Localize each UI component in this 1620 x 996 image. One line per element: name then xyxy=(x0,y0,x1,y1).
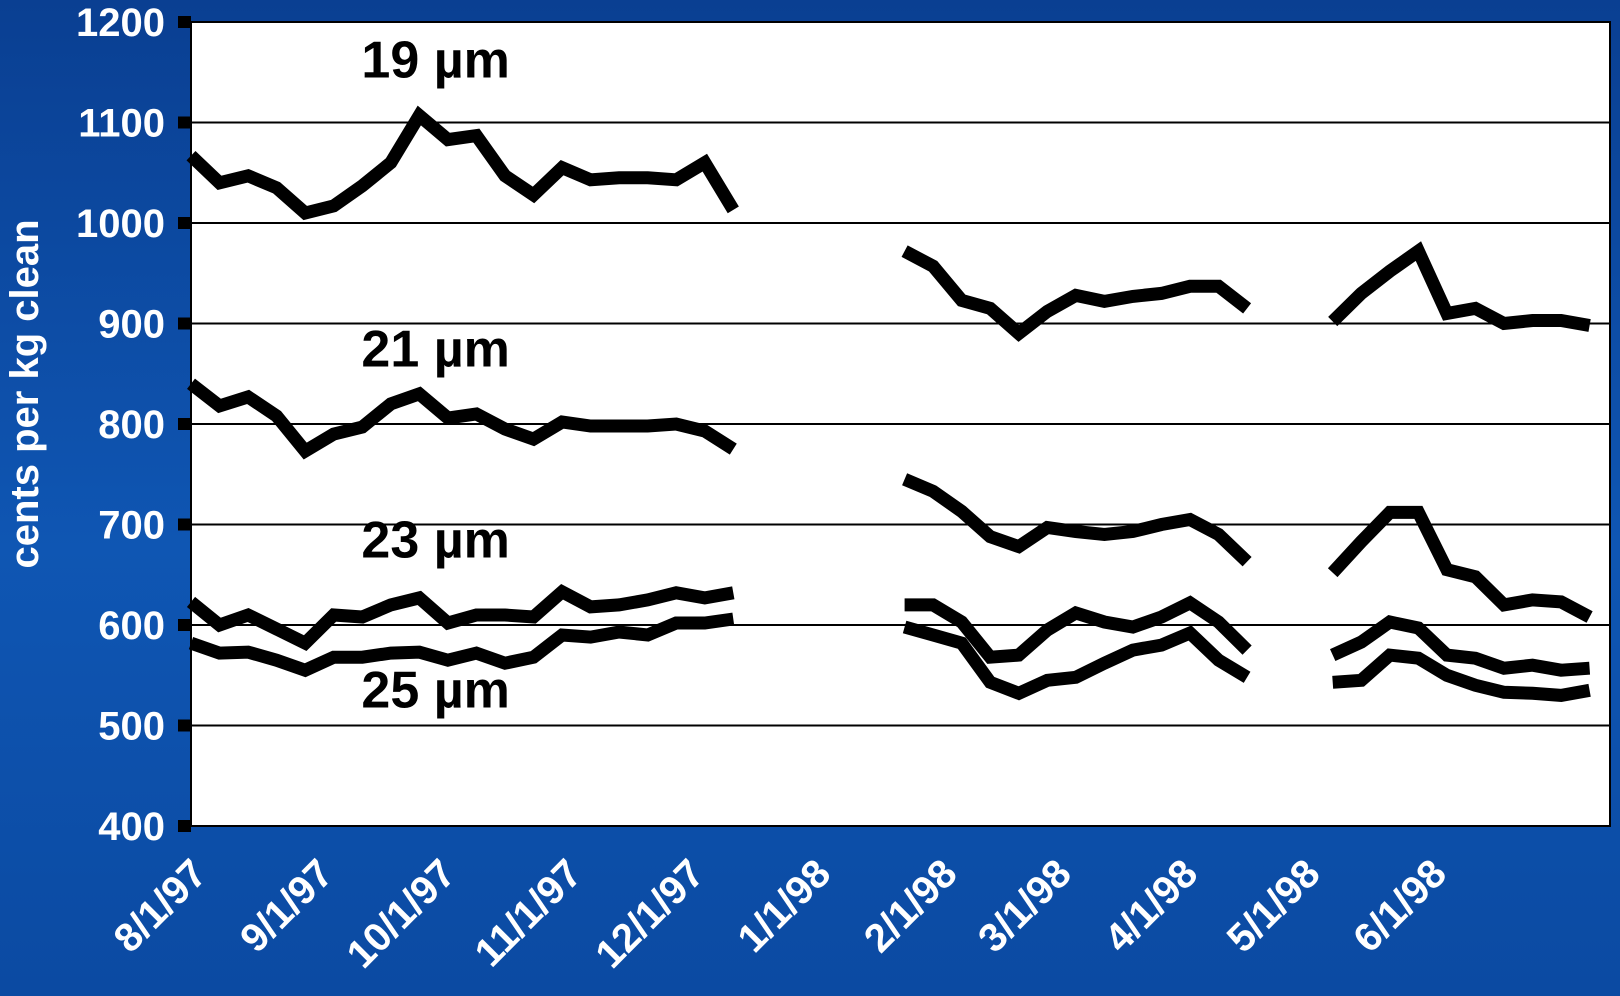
series-1-segment-1 xyxy=(902,473,1252,567)
series-3-segment-1 xyxy=(902,620,1251,701)
series-label-2: 23 µm xyxy=(361,512,509,570)
series-0-segment-0 xyxy=(186,105,739,221)
x-tick-label-2: 10/1/97 xyxy=(339,851,464,976)
series-3-segment-2 xyxy=(1332,648,1591,702)
y-tick-label-800: 800 xyxy=(98,403,165,447)
series-1-segment-0 xyxy=(187,378,737,460)
y-tick-label-1100: 1100 xyxy=(78,102,165,146)
x-tick-label-4: 12/1/97 xyxy=(587,851,712,976)
y-tick-label-500: 500 xyxy=(98,705,165,749)
y-tick-mark-800 xyxy=(178,418,191,430)
x-tick-label-9: 5/1/98 xyxy=(1219,851,1329,961)
x-tick-label-3: 11/1/97 xyxy=(467,851,591,975)
y-tick-mark-1200 xyxy=(178,16,191,28)
y-tick-label-400: 400 xyxy=(98,805,165,849)
y-axis-ticks: 400 500 600 700 800 900 1000 1100 1200 xyxy=(76,1,191,849)
series-0-segment-2 xyxy=(1328,241,1591,332)
series-2-segment-2 xyxy=(1330,615,1591,677)
series-2-segment-0 xyxy=(186,583,735,651)
x-tick-label-6: 2/1/98 xyxy=(856,851,966,961)
series-label-1: 21 µm xyxy=(361,321,509,379)
y-tick-mark-900 xyxy=(178,317,191,330)
series-labels: 19 µm 21 µm 23 µm 25 µm xyxy=(361,31,509,719)
series-2-segment-1 xyxy=(904,595,1252,664)
y-tick-mark-600 xyxy=(178,619,191,631)
y-tick-label-700: 700 xyxy=(98,504,165,548)
y-tick-mark-500 xyxy=(178,719,191,732)
y-tick-mark-1100 xyxy=(178,116,191,129)
x-tick-label-8: 4/1/98 xyxy=(1096,851,1206,961)
x-tick-label-5: 1/1/98 xyxy=(729,851,839,961)
series-lines xyxy=(186,105,1593,702)
series-3-segment-0 xyxy=(188,612,735,678)
series-0-segment-1 xyxy=(901,245,1252,342)
x-tick-label-0: 8/1/97 xyxy=(106,851,216,961)
y-tick-label-1200: 1200 xyxy=(76,1,165,45)
x-tick-label-1: 9/1/97 xyxy=(232,851,342,961)
series-label-0: 19 µm xyxy=(361,31,509,89)
x-tick-label-10: 6/1/98 xyxy=(1345,851,1455,961)
series-label-3: 25 µm xyxy=(361,661,509,719)
series-1-segment-2 xyxy=(1327,505,1593,623)
y-tick-label-900: 900 xyxy=(98,303,165,347)
x-tick-label-7: 3/1/98 xyxy=(970,851,1080,961)
y-tick-label-1000: 1000 xyxy=(76,202,165,246)
y-axis-label: cents per kg clean xyxy=(3,219,47,568)
y-tick-mark-1000 xyxy=(178,217,191,229)
y-tick-label-600: 600 xyxy=(98,604,165,648)
y-tick-mark-400 xyxy=(178,820,191,832)
grid-lines xyxy=(191,21,1610,727)
y-tick-mark-700 xyxy=(178,518,191,531)
